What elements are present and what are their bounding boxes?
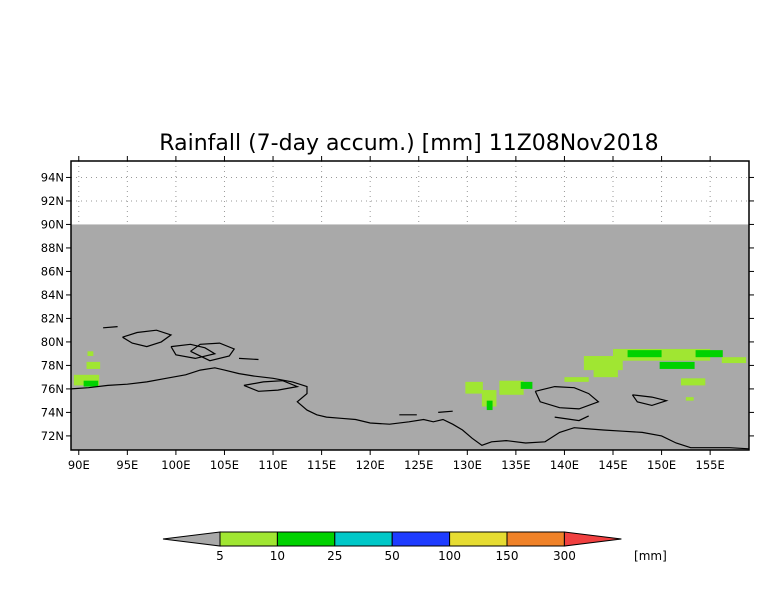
lat-label: 90N bbox=[41, 217, 64, 231]
colorbar-segment bbox=[391, 531, 451, 547]
colorbar-label: 25 bbox=[327, 549, 342, 563]
rain-patch bbox=[499, 380, 524, 395]
rain-patch bbox=[659, 361, 695, 369]
colorbar-label: 150 bbox=[496, 549, 519, 563]
colorbar-label: 300 bbox=[553, 549, 576, 563]
rain-patch bbox=[73, 374, 100, 386]
lat-label: 78N bbox=[41, 358, 64, 372]
rain-patch bbox=[564, 377, 589, 382]
lon-label: 155E bbox=[696, 458, 725, 472]
lon-label: 145E bbox=[598, 458, 627, 472]
lon-label: 115E bbox=[307, 458, 336, 472]
rain-patch bbox=[721, 357, 747, 364]
rain-patch bbox=[685, 397, 694, 401]
lon-label: 110E bbox=[258, 458, 287, 472]
coastline bbox=[70, 367, 750, 450]
coastline bbox=[103, 326, 118, 329]
coastline bbox=[190, 342, 236, 362]
map-title: Rainfall (7-day accum.) [mm] 11Z08Nov201… bbox=[159, 131, 658, 156]
map-area bbox=[70, 160, 750, 451]
coastline bbox=[122, 329, 173, 348]
coastline bbox=[243, 380, 300, 392]
lat-label: 86N bbox=[41, 264, 64, 278]
masked-region bbox=[71, 224, 749, 450]
colorbar-label: 5 bbox=[216, 549, 224, 563]
lon-label: 95E bbox=[116, 458, 138, 472]
lon-label: 125E bbox=[404, 458, 433, 472]
map-frame bbox=[70, 160, 750, 451]
rain-patch bbox=[481, 390, 497, 407]
lat-label: 82N bbox=[41, 311, 64, 325]
rain-patch bbox=[83, 380, 99, 387]
rain-patch bbox=[681, 378, 706, 386]
lon-label: 100E bbox=[161, 458, 190, 472]
lat-label: 94N bbox=[41, 170, 64, 184]
colorbar-segment bbox=[506, 531, 565, 547]
lat-label: 76N bbox=[41, 382, 64, 396]
lon-label: 120E bbox=[356, 458, 385, 472]
rain-patch bbox=[465, 381, 483, 394]
rain-patch bbox=[520, 381, 533, 389]
lon-label: 90E bbox=[68, 458, 90, 472]
lat-label: 80N bbox=[41, 335, 64, 349]
lon-label: 150E bbox=[647, 458, 676, 472]
lat-label: 72N bbox=[41, 429, 64, 443]
colorbar-segment bbox=[449, 531, 508, 547]
rain-patch bbox=[486, 400, 493, 411]
coastline bbox=[170, 343, 217, 360]
rain-patch bbox=[627, 350, 662, 358]
colorbar: 5 10 25 50 100 150 300 [mm] bbox=[162, 531, 667, 563]
lat-label: 74N bbox=[41, 405, 64, 419]
rain-patch bbox=[86, 361, 101, 369]
graticule bbox=[71, 161, 749, 225]
rain-patch bbox=[87, 351, 94, 357]
colorbar-label: 10 bbox=[270, 549, 285, 563]
rain-patch bbox=[695, 350, 723, 358]
lat-label: 92N bbox=[41, 194, 64, 208]
colorbar-segment bbox=[219, 531, 278, 547]
lon-label: 135E bbox=[501, 458, 530, 472]
rain-patch bbox=[593, 368, 618, 378]
colorbar-unit: [mm] bbox=[634, 549, 667, 563]
colorbar-label: 100 bbox=[438, 549, 461, 563]
colorbar-below-triangle bbox=[162, 531, 221, 547]
colorbar-segment bbox=[334, 531, 393, 547]
lat-label: 88N bbox=[41, 241, 64, 255]
lat-label: 84N bbox=[41, 288, 64, 302]
rainfall-patches bbox=[73, 348, 747, 411]
latitude-axis: 94N 92N 90N 88N 86N 84N 82N 80N 78N 76N 74N 72N bbox=[41, 170, 754, 443]
coastline bbox=[438, 410, 453, 413]
longitude-axis: 90E 95E 100E 105E 110E 115E 120E 125E 130E 135E 14… bbox=[68, 156, 725, 472]
colorbar-above-triangle bbox=[563, 531, 622, 547]
coastline bbox=[238, 357, 259, 361]
colorbar-segment bbox=[276, 531, 336, 547]
coastlines bbox=[70, 326, 750, 450]
coastline bbox=[554, 415, 589, 422]
colorbar-label: 50 bbox=[385, 549, 400, 563]
lon-label: 105E bbox=[210, 458, 239, 472]
coastline bbox=[631, 394, 669, 407]
lon-label: 140E bbox=[550, 458, 579, 472]
lon-label: 130E bbox=[453, 458, 482, 472]
coastline bbox=[534, 385, 600, 410]
